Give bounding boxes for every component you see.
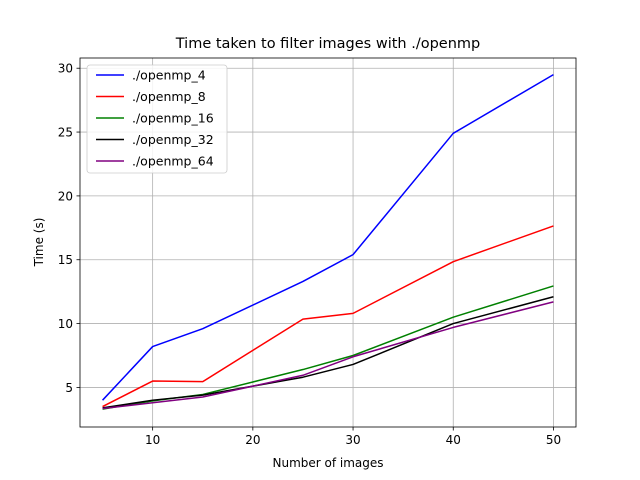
series-line xyxy=(102,301,554,410)
y-tick-label: 5 xyxy=(65,381,73,395)
y-tick-label: 10 xyxy=(58,317,73,331)
y-tick-label: 15 xyxy=(58,253,73,267)
x-tick-label: 40 xyxy=(446,433,461,447)
series-line xyxy=(102,225,554,408)
series-lines xyxy=(102,73,554,410)
legend-label: ./openmp_4 xyxy=(132,68,206,83)
y-tick-label: 25 xyxy=(58,126,73,140)
axis-ticks: 10 20 30 40 50 5 10 15 20 25 30 xyxy=(58,62,561,447)
legend-label: ./openmp_32 xyxy=(132,132,214,147)
grid xyxy=(80,58,576,427)
y-tick-label: 20 xyxy=(58,189,73,203)
plot-area-frame xyxy=(79,57,577,428)
chart-title: Time taken to filter images with ./openm… xyxy=(175,36,480,52)
legend-box xyxy=(86,64,228,174)
series-line xyxy=(102,296,554,409)
x-tick-label: 50 xyxy=(546,433,561,447)
legend-label: ./openmp_64 xyxy=(132,154,214,169)
legend-label: ./openmp_16 xyxy=(132,111,214,126)
x-tick-label: 10 xyxy=(145,433,160,447)
y-axis-label: Time (s) xyxy=(32,218,46,268)
x-tick-label: 30 xyxy=(345,433,360,447)
x-axis-label: Number of images xyxy=(272,456,383,470)
y-tick-label: 30 xyxy=(58,62,73,76)
legend-label: ./openmp_8 xyxy=(132,89,206,104)
series-line xyxy=(102,73,554,401)
x-tick-label: 20 xyxy=(245,433,260,447)
legend: ./openmp_4 ./openmp_8 ./openmp_16 ./openmp_… xyxy=(86,64,228,174)
